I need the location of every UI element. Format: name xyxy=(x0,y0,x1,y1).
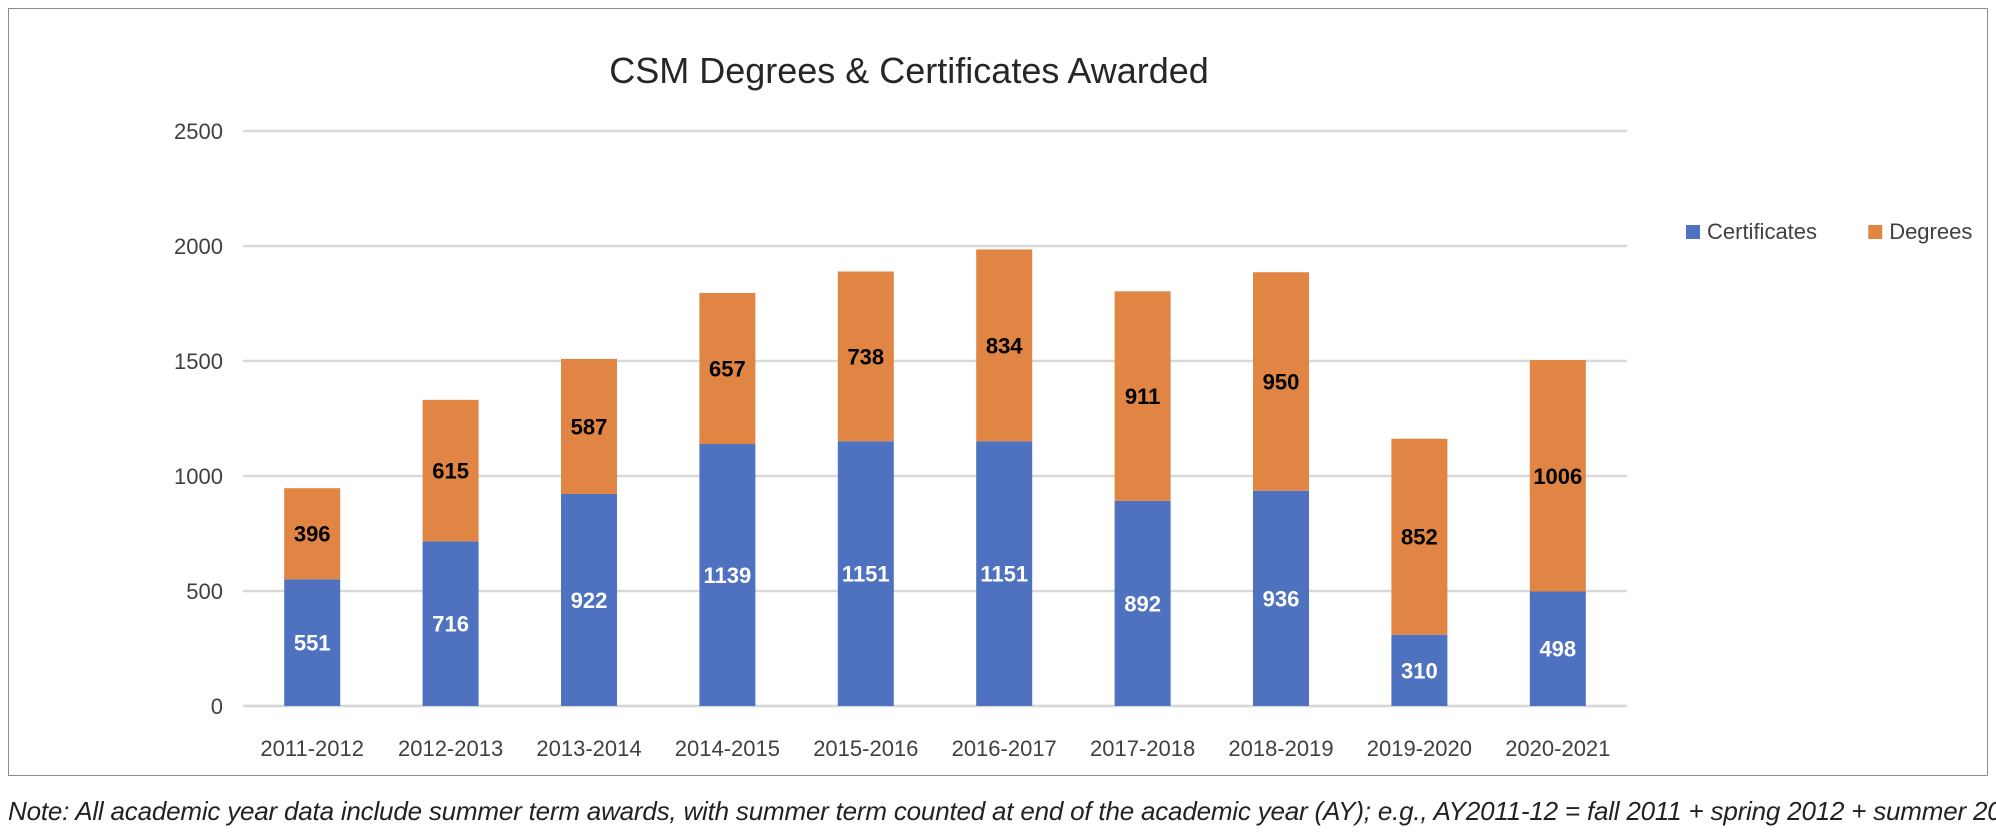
legend-swatch-certificates xyxy=(1686,225,1700,239)
bar-certificates-2017-2018 xyxy=(1114,500,1171,706)
data-label-degrees: 396 xyxy=(294,522,331,547)
y-tick-label: 2500 xyxy=(174,119,223,144)
y-tick-label: 0 xyxy=(211,694,223,719)
x-tick-label: 2014-2015 xyxy=(675,736,780,761)
y-tick-label: 500 xyxy=(186,579,223,604)
data-label-degrees: 738 xyxy=(847,344,884,369)
bar-certificates-2012-2013 xyxy=(422,541,479,706)
data-labels: 551 396 716 615 922 587 1139 657 1151 738 1151 834 8… xyxy=(294,333,1582,683)
bar-degrees-2020-2021 xyxy=(1529,360,1586,592)
data-label-certificates: 922 xyxy=(571,588,608,613)
x-tick-label: 2017-2018 xyxy=(1090,736,1195,761)
bar-certificates-2015-2016 xyxy=(837,441,894,706)
legend: Certificates Degrees xyxy=(1686,219,1972,244)
y-tick-label: 1500 xyxy=(174,349,223,374)
bar-degrees-2015-2016 xyxy=(837,271,894,442)
legend-label-degrees: Degrees xyxy=(1889,219,1972,244)
x-tick-label: 2012-2013 xyxy=(398,736,503,761)
legend-swatch-degrees xyxy=(1868,225,1883,239)
x-tick-label: 2020-2021 xyxy=(1505,736,1610,761)
y-axis-ticks: 0 500 1000 1500 2000 2500 xyxy=(174,119,223,719)
data-label-certificates: 498 xyxy=(1539,637,1576,662)
legend-label-certificates: Certificates xyxy=(1707,219,1817,244)
bar-certificates-2020-2021 xyxy=(1529,591,1586,706)
y-tick-label: 2000 xyxy=(174,234,223,259)
bar-degrees-2018-2019 xyxy=(1253,272,1309,491)
x-tick-label: 2011-2012 xyxy=(260,736,364,761)
data-label-certificates: 551 xyxy=(294,631,331,656)
bar-certificates-2019-2020 xyxy=(1391,634,1448,706)
data-label-degrees: 657 xyxy=(709,356,746,381)
stacked-bar-chart: CSM Degrees & Certificates Awarded 0 500 1… xyxy=(174,50,1972,761)
data-label-certificates: 1139 xyxy=(704,563,752,588)
bar-degrees-2017-2018 xyxy=(1114,291,1171,501)
bar-certificates-2013-2014 xyxy=(561,493,617,706)
data-label-certificates: 936 xyxy=(1263,586,1300,611)
data-label-degrees: 911 xyxy=(1125,384,1161,409)
data-label-certificates: 310 xyxy=(1401,658,1438,683)
data-label-degrees: 1006 xyxy=(1533,464,1582,489)
bar-degrees-2014-2015 xyxy=(699,292,756,445)
bar-degrees-2013-2014 xyxy=(561,358,617,494)
x-tick-label: 2015-2016 xyxy=(813,736,918,761)
data-label-degrees: 615 xyxy=(432,459,469,484)
bar-degrees-2019-2020 xyxy=(1391,438,1448,635)
data-label-certificates: 716 xyxy=(432,612,469,637)
chart-frame: CSM Degrees & Certificates Awarded 0 500 1… xyxy=(8,8,1988,776)
bar-certificates-2016-2017 xyxy=(976,441,1033,706)
bar-degrees-2011-2012 xyxy=(284,488,341,580)
data-label-degrees: 587 xyxy=(571,414,608,439)
bar-certificates-2014-2015 xyxy=(699,444,756,706)
footnote: Note: All academic year data include sum… xyxy=(8,796,1996,826)
chart-title: CSM Degrees & Certificates Awarded xyxy=(609,50,1209,91)
data-label-certificates: 1151 xyxy=(842,562,890,587)
bar-degrees-2012-2013 xyxy=(422,399,479,542)
bar-certificates-2011-2012 xyxy=(284,579,341,706)
x-tick-label: 2013-2014 xyxy=(536,736,641,761)
bar-certificates-2018-2019 xyxy=(1253,490,1309,706)
x-tick-label: 2016-2017 xyxy=(952,736,1057,761)
data-label-certificates: 892 xyxy=(1124,591,1161,616)
x-tick-label: 2018-2019 xyxy=(1228,736,1333,761)
data-label-degrees: 852 xyxy=(1401,525,1438,550)
bars xyxy=(284,249,1586,706)
bar-degrees-2016-2017 xyxy=(976,249,1033,442)
data-label-degrees: 834 xyxy=(986,333,1023,358)
data-label-degrees: 950 xyxy=(1263,369,1300,394)
y-tick-label: 1000 xyxy=(174,464,223,489)
x-tick-label: 2019-2020 xyxy=(1367,736,1472,761)
x-axis-ticks: 2011-2012 2012-2013 2013-2014 2014-2015 2015… xyxy=(260,736,1610,761)
data-label-certificates: 1151 xyxy=(980,562,1028,587)
